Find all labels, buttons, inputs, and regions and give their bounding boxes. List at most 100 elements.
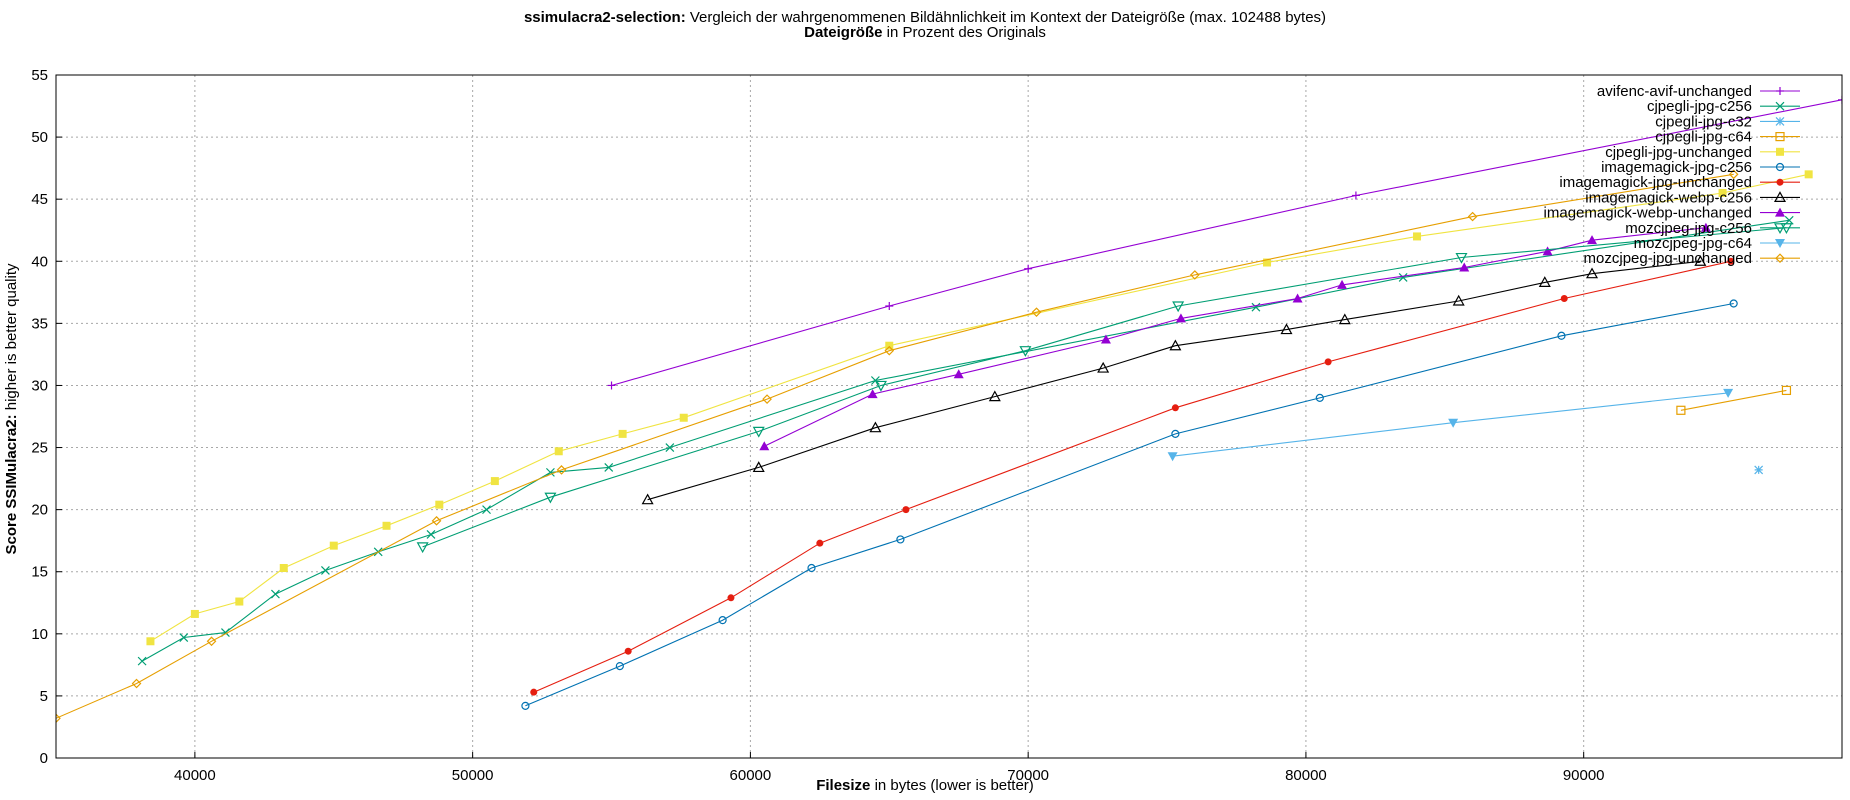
series-imagemagick-webp-c256 xyxy=(641,255,1707,505)
x-axis-label-bold: Filesize xyxy=(816,777,870,794)
legend-item: avifenc-avif-unchanged xyxy=(1597,83,1800,100)
data-point xyxy=(807,563,816,573)
data-point xyxy=(1775,101,1785,111)
data-point xyxy=(884,345,895,356)
data-point xyxy=(1315,393,1324,402)
data-point xyxy=(1324,358,1332,366)
y-tick-label: 25 xyxy=(31,440,48,457)
series-imagemagick-webp-unchanged xyxy=(759,222,1711,451)
y-axis-label-bold: Score SSIMulacra2: xyxy=(3,414,20,554)
data-point xyxy=(1776,178,1784,186)
data-point xyxy=(1337,279,1348,289)
data-point xyxy=(179,633,189,642)
legend-label: imagemagick-webp-c256 xyxy=(1585,189,1752,206)
legend-label: mozcjpeg-jpg-unchanged xyxy=(1584,250,1752,267)
data-point xyxy=(1167,452,1178,462)
series-line xyxy=(647,260,1701,501)
data-point xyxy=(416,542,429,554)
data-point xyxy=(1727,257,1735,265)
data-point xyxy=(521,701,530,710)
data-point xyxy=(624,647,632,655)
data-point xyxy=(490,477,499,486)
y-tick-label: 20 xyxy=(31,502,48,519)
legend-item: cjpegli-jpg-c32 xyxy=(1655,113,1800,130)
data-point xyxy=(190,609,199,618)
data-point xyxy=(329,541,338,550)
data-point xyxy=(1171,404,1179,412)
data-point xyxy=(679,413,688,422)
data-point xyxy=(131,678,142,689)
data-point xyxy=(1452,294,1465,306)
y-axis-label: Score SSIMulacra2: higher is better qual… xyxy=(3,263,20,554)
data-point xyxy=(1292,293,1303,303)
data-point xyxy=(554,447,563,456)
chart-title-rest: Vergleich der wahrgenommenen Bildähnlich… xyxy=(686,9,1326,26)
data-point xyxy=(544,492,557,504)
y-tick-label: 55 xyxy=(31,67,48,84)
data-point xyxy=(382,521,391,530)
data-point xyxy=(902,506,910,514)
data-point xyxy=(1775,116,1785,126)
data-point xyxy=(1586,267,1599,279)
legend-label: imagemagick-jpg-unchanged xyxy=(1559,174,1752,191)
data-point xyxy=(885,301,894,310)
legend-label: cjpegli-jpg-unchanged xyxy=(1605,144,1752,161)
chart-title-bold: ssimulacra2-selection: xyxy=(524,9,686,26)
series-cjpegli-jpg-c32 xyxy=(1754,465,1764,475)
data-point xyxy=(1773,191,1787,202)
data-point xyxy=(1729,299,1738,308)
legend-label: imagemagick-jpg-c256 xyxy=(1601,159,1752,176)
legend-item: mozcjpeg-jpg-c256 xyxy=(1625,220,1800,237)
x2-axis-label-rest: in Prozent des Originals xyxy=(882,24,1045,41)
series-mozcjpeg-jpg-c64 xyxy=(1167,388,1734,462)
legend-item: mozcjpeg-jpg-unchanged xyxy=(1584,250,1800,267)
data-point xyxy=(762,394,772,404)
legend-item: cjpegli-jpg-unchanged xyxy=(1605,144,1800,161)
legend-item: imagemagick-webp-c256 xyxy=(1585,189,1800,206)
data-point xyxy=(604,462,614,472)
data-point xyxy=(1100,334,1111,344)
data-point xyxy=(279,564,288,573)
series-line xyxy=(1680,389,1787,411)
data-point xyxy=(718,616,727,625)
data-point xyxy=(137,656,147,666)
data-point xyxy=(235,597,244,606)
data-point xyxy=(1587,235,1598,245)
data-point xyxy=(435,500,444,509)
x-tick-label: 80000 xyxy=(1285,767,1327,784)
data-point xyxy=(1775,207,1785,217)
data-point xyxy=(607,381,616,390)
legend-label: imagemagick-webp-unchanged xyxy=(1544,205,1752,222)
data-point xyxy=(1694,255,1707,266)
data-point xyxy=(665,443,675,452)
data-point xyxy=(1398,272,1408,282)
data-point xyxy=(1189,270,1200,280)
data-point xyxy=(1542,246,1553,256)
data-point xyxy=(1024,264,1033,273)
chart-title: ssimulacra2-selection: Vergleich der wah… xyxy=(524,9,1326,26)
legend-item: cjpegli-jpg-c256 xyxy=(1647,98,1800,115)
data-point xyxy=(953,369,964,379)
y-tick-label: 10 xyxy=(31,626,48,643)
x-axis-label: Filesize in bytes (lower is better) xyxy=(816,777,1034,794)
data-point xyxy=(1723,388,1734,398)
data-point xyxy=(870,376,880,385)
data-point xyxy=(752,426,765,438)
series-cjpegli-jpg-unchanged xyxy=(146,170,1813,646)
data-point xyxy=(896,535,905,544)
y-tick-label: 50 xyxy=(31,129,48,146)
y-tick-label: 0 xyxy=(40,750,48,767)
legend-label: mozcjpeg-jpg-c256 xyxy=(1625,220,1752,237)
data-point xyxy=(1557,331,1566,340)
data-point xyxy=(1700,222,1711,232)
data-point xyxy=(615,662,624,671)
x-axis-label-rest: in bytes (lower is better) xyxy=(870,777,1033,794)
legend-item: cjpegli-jpg-c64 xyxy=(1655,129,1800,146)
data-point xyxy=(1775,253,1785,264)
data-point xyxy=(530,688,538,696)
data-point xyxy=(1338,313,1351,325)
series-mozcjpeg-jpg-unchanged xyxy=(56,169,1739,724)
data-point xyxy=(1351,191,1360,200)
series-cjpegli-jpg-c64 xyxy=(1676,385,1792,415)
